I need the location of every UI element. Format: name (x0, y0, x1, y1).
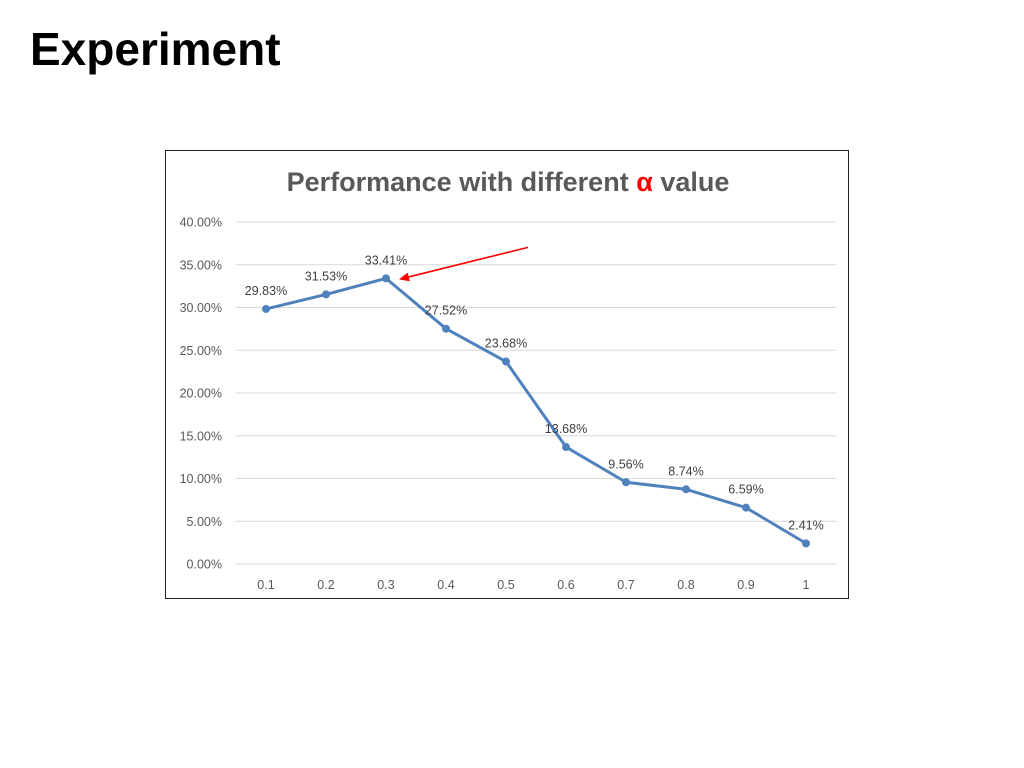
x-tick-label: 0.5 (497, 578, 514, 592)
x-tick-label: 0.2 (317, 578, 334, 592)
x-tick-label: 0.1 (257, 578, 274, 592)
y-tick-label: 10.00% (180, 472, 222, 486)
y-tick-label: 40.00% (180, 216, 222, 230)
data-point (562, 443, 570, 452)
y-tick-label: 25.00% (180, 344, 222, 358)
data-label: 33.41% (365, 253, 407, 267)
data-point (382, 274, 390, 283)
y-tick-label: 35.00% (180, 258, 222, 272)
data-label: 9.56% (608, 457, 643, 471)
annotation-arrow-head (399, 272, 410, 282)
x-tick-label: 1 (803, 578, 810, 592)
chart-title-before: Performance with different (286, 167, 637, 197)
y-tick-label: 30.00% (180, 301, 222, 315)
data-label: 2.41% (788, 518, 823, 532)
data-point (802, 539, 810, 548)
line-chart: 0.00% 5.00% 10.00% 15.00% 20.00% 25.00% 30.00%… (180, 216, 836, 592)
annotation-arrow-line (408, 246, 529, 278)
x-tick-label: 0.8 (677, 578, 694, 592)
data-point (442, 324, 450, 333)
data-label: 23.68% (485, 337, 527, 351)
data-label: 31.53% (305, 269, 347, 283)
y-tick-label: 20.00% (180, 387, 222, 401)
data-point (322, 290, 330, 299)
y-tick-label: 15.00% (180, 429, 222, 443)
chart-title: Performance with different α value (166, 167, 850, 198)
x-tick-label: 0.4 (437, 578, 454, 592)
chart-title-alpha-symbol: α (636, 167, 653, 197)
data-label: 8.74% (668, 464, 703, 478)
data-label: 6.59% (728, 483, 763, 497)
data-point (502, 357, 510, 366)
x-tick-label: 0.3 (377, 578, 394, 592)
data-point (262, 304, 270, 313)
series-line (264, 276, 808, 545)
data-point (682, 485, 690, 494)
y-tick-label: 5.00% (187, 515, 222, 529)
chart-title-after: value (652, 167, 730, 197)
x-tick-label: 0.6 (557, 578, 574, 592)
slide-title: Experiment (30, 23, 281, 75)
chart-frame: Performance with different α value 0.00%… (165, 150, 849, 599)
y-tick-label: 0.00% (187, 558, 222, 572)
x-tick-label: 0.7 (617, 578, 634, 592)
x-tick-label: 0.9 (737, 578, 754, 592)
data-label: 27.52% (425, 304, 467, 318)
data-point (622, 478, 630, 487)
data-label: 29.83% (245, 284, 287, 298)
data-point (742, 503, 750, 512)
data-label: 13.68% (545, 422, 587, 436)
